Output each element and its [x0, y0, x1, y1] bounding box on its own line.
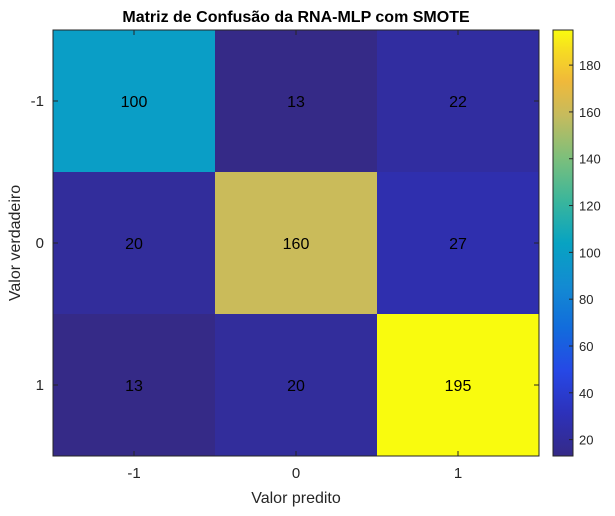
y-tick-label: -1 — [31, 93, 44, 110]
colorbar-tick-label: 120 — [579, 199, 601, 214]
heatmap-cell-labels: 100 13 22 20 160 27 13 20 195 — [121, 94, 472, 395]
y-axis-ticks: -1 0 1 — [31, 93, 539, 394]
y-axis-label: Valor verdadeiro — [7, 185, 24, 301]
heatmap-cells — [53, 30, 540, 457]
cell-value-label: 27 — [449, 236, 467, 253]
heatmap-cell — [215, 314, 378, 457]
x-axis-ticks: -1 0 1 — [127, 30, 462, 482]
x-tick-label: 1 — [454, 465, 462, 482]
colorbar-tick-label: 140 — [579, 152, 601, 167]
chart-title: Matriz de Confusão da RNA-MLP com SMOTE — [122, 9, 470, 26]
heatmap-cell — [377, 314, 540, 457]
heatmap-cell — [215, 30, 378, 173]
cell-value-label: 22 — [449, 94, 467, 111]
colorbar-gradient — [552, 29, 574, 457]
cell-value-label: 100 — [121, 94, 148, 111]
colorbar-tick-label: 160 — [579, 105, 601, 120]
colorbar-tick-label: 40 — [579, 386, 593, 401]
heatmap-cell — [53, 314, 216, 457]
colorbar-tick-label: 80 — [579, 292, 593, 307]
x-tick-label: -1 — [127, 465, 140, 482]
x-tick-label: 0 — [292, 465, 300, 482]
colorbar: 20 40 60 80 100 120 140 160 180 — [552, 29, 601, 457]
heatmap-cell — [377, 30, 540, 173]
heatmap-cell — [53, 172, 216, 315]
cell-value-label: 20 — [287, 378, 305, 395]
cell-value-label: 160 — [283, 236, 310, 253]
colorbar-tick-label: 180 — [579, 58, 601, 73]
heatmap-cell — [377, 172, 540, 315]
x-axis-label: Valor predito — [251, 490, 341, 507]
cell-value-label: 13 — [125, 378, 143, 395]
heatmap-cell — [53, 30, 216, 173]
colorbar-tick-label: 20 — [579, 433, 593, 448]
cell-value-label: 13 — [287, 94, 305, 111]
heatmap-cell — [215, 172, 378, 315]
y-tick-label: 1 — [36, 377, 44, 394]
cell-value-label: 20 — [125, 236, 143, 253]
y-tick-label: 0 — [36, 235, 44, 252]
colorbar-tick-label: 100 — [579, 245, 601, 260]
cell-value-label: 195 — [445, 378, 472, 395]
colorbar-tick-label: 60 — [579, 339, 593, 354]
